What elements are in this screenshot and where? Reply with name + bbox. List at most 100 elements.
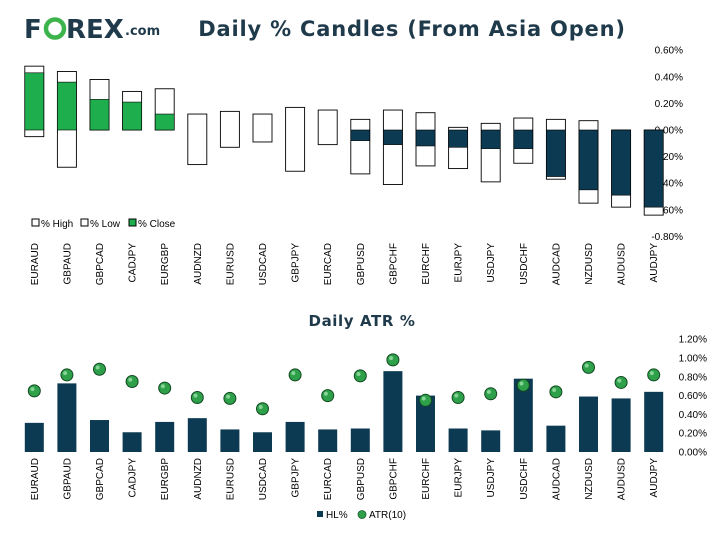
atr-marker-highlight bbox=[95, 365, 100, 370]
atr-marker-highlight bbox=[30, 387, 35, 392]
candle-close-body bbox=[24, 72, 45, 131]
logo-domain: .com bbox=[125, 24, 160, 39]
candles-plot: 0.60% 0.40% 0.20% 0.00% -0.20% -0.40% -0.60% -0… bbox=[24, 46, 683, 286]
atr-marker-highlight bbox=[356, 372, 361, 377]
atr-y-tick: 0.80% bbox=[679, 372, 707, 383]
atr-x-label: GBPAUD bbox=[62, 458, 73, 500]
atr-marker-highlight bbox=[63, 371, 68, 376]
legend-hl-swatch bbox=[317, 511, 323, 517]
atr-hl-bar bbox=[448, 428, 468, 452]
atr-marker bbox=[484, 387, 498, 401]
atr-y-tick: 0.20% bbox=[679, 429, 707, 440]
atr-marker-highlight bbox=[193, 393, 198, 398]
atr-y-tick: 1.00% bbox=[679, 354, 707, 365]
candles-x-label: GBPCHF bbox=[388, 243, 399, 285]
candles-y-tick: -0.80% bbox=[651, 232, 683, 243]
forex-logo: F REX .com bbox=[24, 15, 160, 45]
atr-marker bbox=[582, 360, 595, 374]
atr-hl-bar bbox=[285, 421, 305, 452]
candles-x-label: AUDCAD bbox=[551, 243, 562, 285]
candles-y-tick: 0.20% bbox=[655, 99, 683, 110]
atr-marker bbox=[451, 390, 465, 404]
atr-marker-highlight bbox=[649, 371, 654, 376]
atr-marker bbox=[223, 391, 237, 405]
atr-x-label: AUDJPY bbox=[649, 458, 660, 498]
atr-marker-highlight bbox=[128, 377, 133, 382]
atr-hl-bar bbox=[383, 371, 403, 452]
atr-x-label: USDJPY bbox=[486, 458, 497, 498]
candle-close-body bbox=[383, 129, 403, 145]
atr-hl-bar bbox=[318, 429, 338, 452]
candles-x-label: AUDUSD bbox=[617, 243, 628, 285]
atr-x-label: EURCHF bbox=[421, 458, 432, 500]
atr-marker-highlight bbox=[454, 393, 459, 398]
atr-hl-bar bbox=[90, 420, 109, 452]
atr-hl-bar bbox=[122, 432, 142, 452]
atr-marker bbox=[321, 389, 335, 403]
atr-y-tick: 0.00% bbox=[679, 448, 707, 459]
candle-close-body bbox=[415, 129, 436, 147]
atr-marker-highlight bbox=[323, 391, 328, 396]
candle-range-box bbox=[219, 110, 240, 148]
atr-marker-highlight bbox=[519, 381, 524, 386]
atr-hl-bar bbox=[644, 391, 664, 452]
candles-x-label: EURGBP bbox=[160, 243, 171, 286]
candles-chart-title: Daily % Candles (From Asia Open) bbox=[198, 17, 625, 41]
candles-x-label: GBPUSD bbox=[356, 243, 367, 285]
candles-y-tick: -0.40% bbox=[651, 179, 683, 190]
atr-marker-highlight bbox=[584, 363, 589, 368]
candles-y-tick: 0.00% bbox=[655, 126, 683, 137]
atr-marker-highlight bbox=[617, 378, 622, 383]
candles-legend: % High % Low % Close bbox=[31, 218, 176, 230]
candle-close-body bbox=[643, 129, 664, 208]
legend-low-swatch bbox=[80, 218, 89, 227]
atr-x-label: EURAUD bbox=[30, 458, 41, 500]
candle-close-body bbox=[578, 129, 599, 191]
legend-high-swatch bbox=[31, 218, 40, 227]
atr-hl-bar bbox=[220, 429, 240, 452]
atr-hl-bar bbox=[187, 418, 207, 452]
atr-marker-highlight bbox=[421, 396, 426, 401]
atr-x-label: GBPUSD bbox=[356, 458, 367, 500]
legend-close-label: % Close bbox=[138, 219, 176, 230]
atr-marker-highlight bbox=[258, 404, 263, 409]
candle-close-body bbox=[448, 129, 468, 148]
atr-y-tick: 1.20% bbox=[679, 335, 707, 346]
candles-x-label: NZDUSD bbox=[584, 243, 595, 285]
legend-high-label: % High bbox=[41, 219, 73, 230]
candle-close-body bbox=[480, 129, 501, 149]
candle-range-box bbox=[285, 106, 306, 172]
atr-marker bbox=[190, 390, 204, 404]
candle-close-body bbox=[89, 99, 110, 131]
candle-range-box bbox=[252, 113, 273, 143]
atr-marker bbox=[549, 385, 563, 399]
candles-y-tick: 0.60% bbox=[655, 46, 683, 57]
legend-atr-label: ATR(10) bbox=[369, 510, 406, 521]
candles-y-tick: -0.20% bbox=[651, 152, 683, 163]
atr-marker bbox=[93, 362, 106, 376]
atr-hl-bar bbox=[416, 395, 435, 452]
atr-x-label: AUDUSD bbox=[617, 458, 628, 500]
atr-marker-highlight bbox=[160, 384, 165, 389]
atr-x-label: EURGBP bbox=[160, 458, 171, 501]
candle-close-body bbox=[154, 113, 175, 131]
candle-range-box bbox=[350, 118, 371, 175]
atr-marker-highlight bbox=[226, 394, 231, 399]
atr-x-label: EURUSD bbox=[225, 458, 236, 500]
candles-x-label: GBPAUD bbox=[62, 243, 73, 285]
atr-hl-bar bbox=[611, 398, 631, 452]
atr-marker bbox=[353, 369, 367, 383]
atr-x-label: AUDNZD bbox=[193, 458, 204, 500]
atr-marker bbox=[386, 353, 400, 367]
atr-legend: HL% ATR(10) bbox=[317, 510, 406, 521]
atr-marker bbox=[60, 368, 74, 382]
atr-marker bbox=[27, 384, 41, 398]
candles-x-label: EURUSD bbox=[225, 243, 236, 285]
candles-x-label: AUDJPY bbox=[649, 243, 660, 283]
atr-hl-bar bbox=[513, 378, 533, 452]
atr-marker bbox=[256, 402, 269, 416]
candles-y-tick: -0.60% bbox=[651, 205, 683, 216]
candle-range-box bbox=[382, 109, 403, 185]
